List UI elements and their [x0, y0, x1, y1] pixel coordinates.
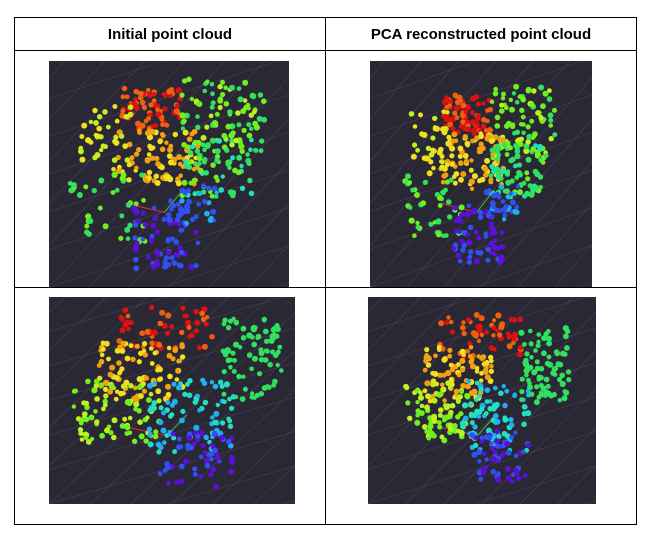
row-1: [14, 50, 637, 288]
point-cloud: [403, 312, 572, 484]
header-row: Initial point cloud PCA reconstructed po…: [14, 17, 637, 51]
point-cloud: [67, 76, 268, 272]
point-cloud: [402, 83, 558, 266]
initial-view-2: [49, 297, 295, 504]
cell-pca-2: [325, 287, 637, 525]
comparison-table: Initial point cloud PCA reconstructed po…: [14, 17, 637, 525]
header-pca: PCA reconstructed point cloud: [325, 17, 637, 51]
row-2: [14, 287, 637, 525]
x-axis-line: [125, 202, 165, 213]
cell-initial-1: [14, 50, 326, 288]
cell-pca-1: [325, 50, 637, 288]
pca-view-1: [370, 61, 592, 287]
initial-view-1-canvas: [49, 61, 289, 287]
header-initial: Initial point cloud: [14, 17, 326, 51]
pca-view-1-canvas: [370, 61, 592, 287]
initial-view-1: [49, 61, 289, 287]
cell-initial-2: [14, 287, 326, 525]
pca-view-2-canvas: [368, 297, 596, 504]
point-cloud: [71, 304, 284, 490]
initial-view-2-canvas: [49, 297, 295, 504]
pca-view-2: [368, 297, 596, 504]
